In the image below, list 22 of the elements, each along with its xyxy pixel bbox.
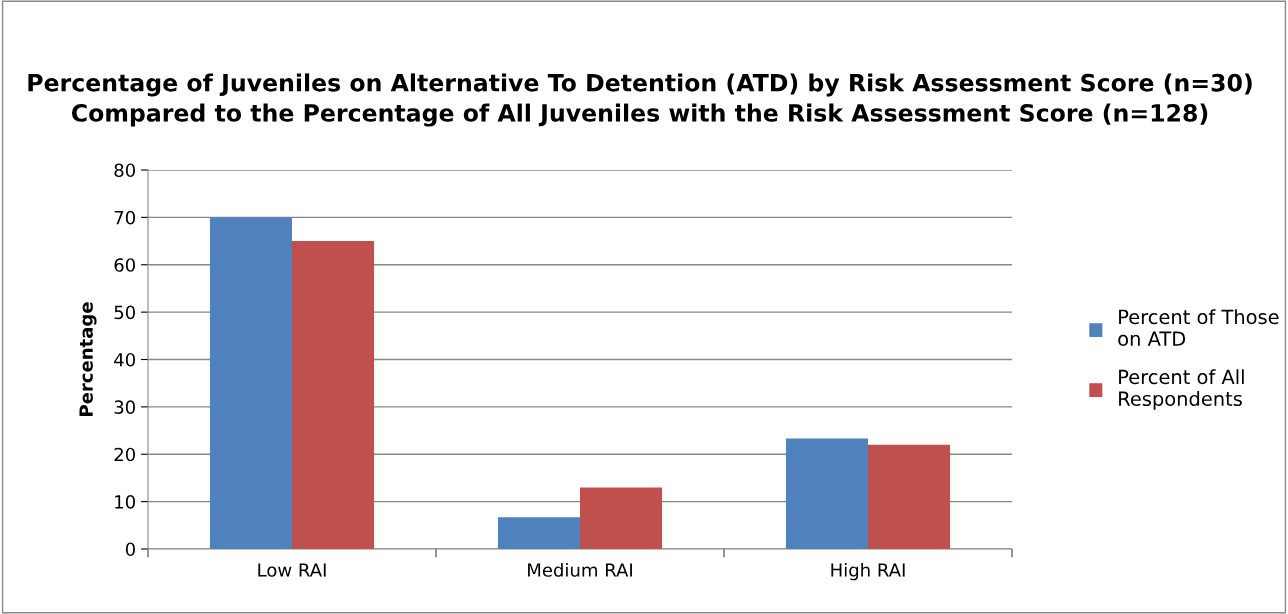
y-tick-label: 0 — [125, 542, 135, 557]
bar — [580, 487, 663, 549]
x-tick-label: Medium RAI — [528, 562, 632, 577]
y-axis-title: Percentage — [79, 302, 97, 416]
y-tick-label: 10 — [115, 495, 135, 509]
chart-title: Percentage of Juveniles on Alternative To Detention (ATD) by Risk Assessment Score (n=30) Compared to the Percentage of All Juveniles with the Risk Assessment Score (n=128) — [28, 73, 1252, 127]
y-tick-label: 60 — [114, 258, 135, 272]
x-tick-label: High RAI — [831, 562, 905, 581]
x-tick-label: Low RAI — [258, 563, 326, 577]
bar — [292, 241, 375, 549]
legend-label: Percent of All Respondents — [1119, 369, 1244, 410]
y-tick-label: 50 — [114, 305, 135, 320]
y-tick-label: 40 — [114, 352, 135, 367]
y-tick-label: 70 — [114, 210, 135, 225]
bar — [868, 444, 951, 549]
legend-label: Percent of Those on ATD — [1118, 309, 1279, 347]
bar — [497, 517, 580, 549]
bar — [785, 438, 868, 549]
y-tick-label: 20 — [114, 447, 135, 462]
y-tick-label: 80 — [114, 163, 135, 178]
y-tick-label: 30 — [114, 400, 135, 414]
bar — [209, 217, 292, 549]
